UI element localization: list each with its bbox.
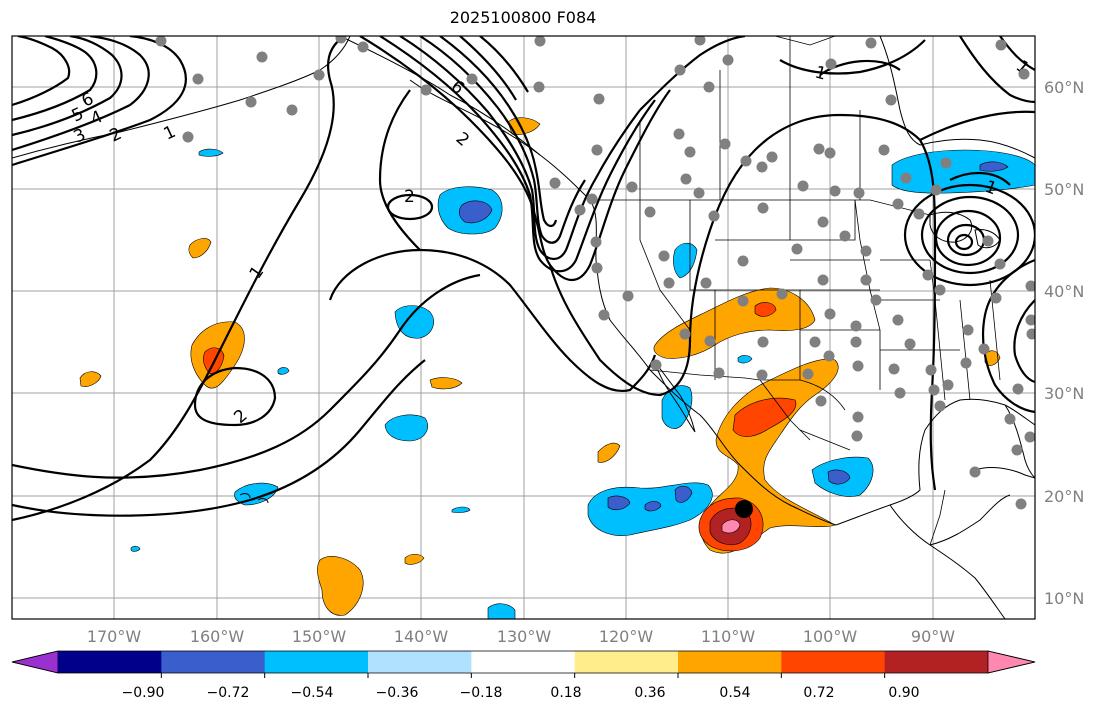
colorbar-tick-label: −0.36 [376,685,419,701]
positive-anomaly-small-b [79,371,102,387]
lat-label: 30°N [1044,384,1084,403]
lat-label: 40°N [1044,282,1084,301]
map-frame [11,35,1036,620]
positive-anomaly-tropics [317,556,364,616]
positive-anomaly-small-a [188,238,212,259]
lon-label: 140°W [394,627,449,646]
strong-negative-gulf [827,469,851,485]
contours [12,36,1035,522]
negative-anomaly-great-lakes [891,149,1035,194]
latitude-labels: 60°N 50°N 40°N 30°N 20°N 10°N [1044,78,1084,608]
colorbar-segment [574,651,679,673]
extreme-positive-core [721,519,741,534]
positive-anomaly-small-e [404,553,425,565]
colorbar-segment [884,651,989,673]
colorbar-tick-labels: −0.90 −0.72 −0.54 −0.36 −0.18 0.18 0.36 … [122,685,920,701]
lon-label: 130°W [497,627,552,646]
colorbar-segment [678,651,782,673]
lon-label: 90°W [911,627,955,646]
longitude-labels: 170°W 160°W 150°W 140°W 130°W 120°W 110°… [87,627,955,646]
strong-positive-mexico [732,397,797,437]
colorbar-tick-label: 0.72 [803,685,834,701]
negative-anomaly-spac [384,414,429,442]
colorbar-outline [11,650,1036,674]
positive-anomaly-southwest [653,287,816,359]
lat-label: 20°N [1044,487,1084,506]
colorbar-segment [781,651,886,673]
strong-negative-npac [459,200,493,224]
lon-label: 100°W [803,627,858,646]
negative-anomaly-small-a [198,148,224,157]
lon-label: 120°W [599,627,654,646]
colorbar-segment [471,651,576,673]
colorbar-extend-high [987,650,1036,674]
lon-label: 170°W [87,627,142,646]
negative-anomaly-small-b [451,506,471,513]
lat-label: 10°N [1044,589,1084,608]
negative-anomaly-tropic [487,603,516,619]
negative-anomaly-small-d [277,367,290,375]
anomaly-fills [79,117,1035,619]
strong-negative-gl [979,161,1009,172]
station-markers [155,36,1035,510]
contour-label: 1 [813,63,829,85]
lon-label: 150°W [292,627,347,646]
strong-negative-pac-a [607,495,631,511]
colorbar-tick-label: −0.90 [122,685,165,701]
negative-anomaly-hawaii [234,482,279,506]
colorbar-tick-label: 0.36 [634,685,665,701]
colorbar-tick-label: −0.54 [291,685,334,701]
colorbar-segment [368,651,472,673]
colorbar-tick-label: −0.72 [207,685,250,701]
location-marker [735,500,753,518]
positive-anomaly-small-d [597,442,621,463]
positive-anomaly-small-c [429,377,463,390]
negative-anomaly-small-e [130,545,141,552]
strong-negative-pac-c [644,501,662,512]
lat-label: 50°N [1044,180,1084,199]
negative-anomaly-cpac [394,305,434,339]
contour-label: 2 [404,187,415,207]
colorbar-segment [161,651,266,673]
negative-anomaly-small-c [737,355,753,364]
lat-label: 60°N [1044,78,1084,97]
colorbar-tick-label: −0.18 [460,685,503,701]
strong-positive-southwest [754,302,777,317]
colorbar-segment [264,651,369,673]
colorbar-extend-low [11,650,59,674]
colorbar-tick-label: 0.18 [550,685,581,701]
lon-label: 160°W [190,627,245,646]
colorbar-tick-label: 0.54 [719,685,750,701]
strong-negative-pac-b [674,485,693,503]
colorbar-tick-label: 0.90 [888,685,919,701]
negative-anomaly-nevada [673,242,698,279]
colorbar-segment [58,651,162,673]
lon-label: 110°W [701,627,756,646]
map-title: 2025100800 F084 [449,8,597,27]
colorbar [11,650,1036,678]
